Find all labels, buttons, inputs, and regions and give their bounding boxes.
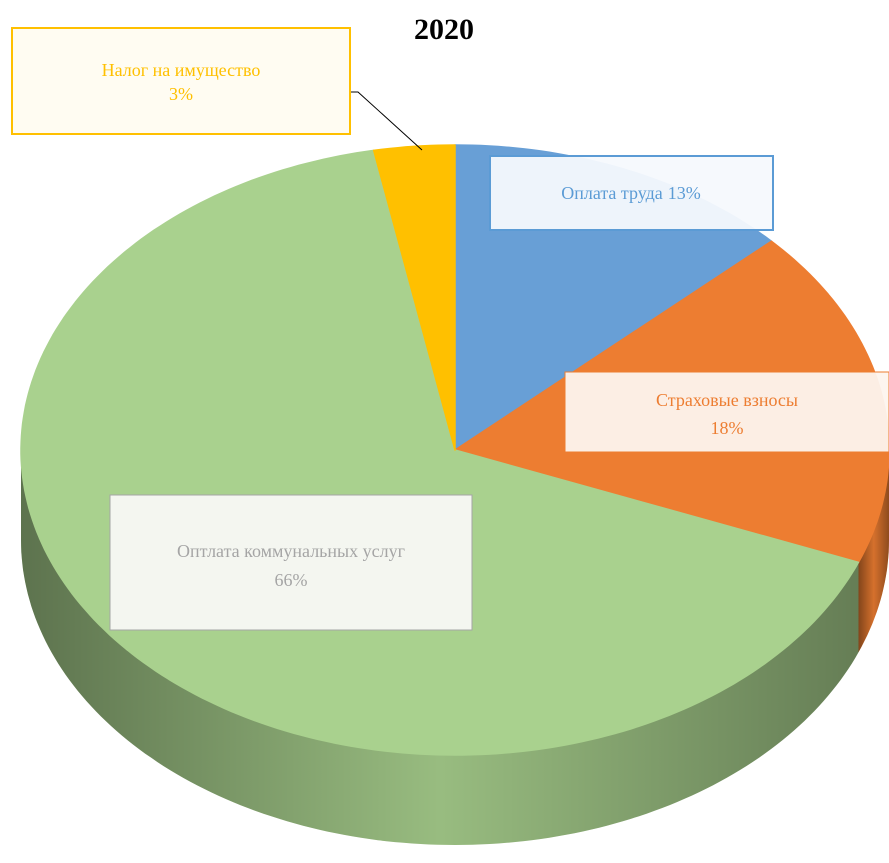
- data-label: Страховые взносы 18%: [564, 371, 889, 453]
- label-value: 13%: [668, 183, 701, 203]
- pie-slice: [372, 144, 456, 451]
- label-text: Оплата труда 13%: [561, 183, 701, 203]
- data-label: Оплата труда 13%: [489, 155, 774, 231]
- data-label: Налог на имущество 3%: [11, 27, 351, 135]
- data-label: Оптлата коммунальных услуг 66%: [109, 494, 473, 631]
- label-category: Оплата труда: [561, 183, 663, 203]
- chart-title: 2020: [414, 13, 474, 46]
- pie-side-shade: [21, 450, 859, 845]
- leader-line: [350, 91, 423, 151]
- label-category: Налог на имущество: [102, 60, 261, 80]
- label-box: [11, 27, 351, 135]
- label-box: [564, 371, 889, 453]
- label-category: Оптлата коммунальных услуг: [177, 541, 405, 561]
- label-value: 66%: [275, 570, 308, 590]
- label-box: [109, 494, 473, 631]
- label-category: Страховые взносы: [656, 390, 798, 410]
- label-box: [489, 155, 774, 231]
- label-value: 3%: [169, 84, 193, 104]
- pie-side-shade: [858, 450, 889, 653]
- label-value: 18%: [711, 418, 744, 438]
